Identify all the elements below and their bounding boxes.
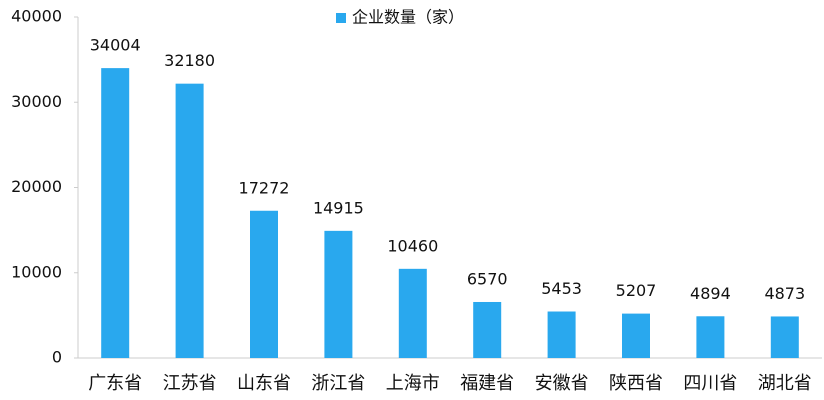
- x-tick-label: 浙江省: [311, 373, 365, 394]
- x-tick-label: 湖北省: [758, 373, 812, 394]
- value-label: 4894: [690, 284, 731, 303]
- x-tick-label: 上海市: [386, 373, 440, 394]
- value-label: 6570: [467, 269, 508, 288]
- bar: [324, 230, 353, 358]
- x-tick-label: 山东省: [237, 373, 291, 394]
- bar: [696, 316, 725, 358]
- value-label: 14915: [313, 198, 364, 217]
- legend-swatch: [336, 13, 346, 23]
- value-label: 32180: [164, 51, 215, 70]
- x-tick-label: 江苏省: [163, 373, 217, 394]
- x-tick-label: 陕西省: [609, 373, 663, 394]
- y-tick-label: 20000: [11, 177, 62, 196]
- bar: [622, 313, 650, 358]
- x-tick-label: 安徽省: [535, 373, 589, 394]
- bar: [250, 210, 278, 358]
- y-tick-label: 40000: [11, 7, 62, 26]
- value-label: 34004: [90, 36, 141, 55]
- legend-label: 企业数量（家）: [352, 8, 464, 27]
- y-tick-label: 30000: [11, 92, 62, 111]
- value-label: 10460: [387, 236, 438, 255]
- y-tick-label: 0: [52, 348, 62, 367]
- bar: [547, 311, 576, 358]
- x-tick-label: 广东省: [88, 373, 142, 394]
- value-label: 5453: [541, 279, 582, 298]
- bar: [175, 83, 204, 358]
- y-tick-label: 10000: [11, 262, 62, 281]
- value-label: 5207: [616, 281, 657, 300]
- bar: [770, 316, 799, 358]
- x-tick-label: 福建省: [460, 373, 514, 394]
- bar: [101, 68, 130, 358]
- bar: [398, 268, 427, 358]
- value-label: 17272: [239, 178, 290, 197]
- bar: [473, 301, 502, 358]
- value-label: 4873: [764, 284, 805, 303]
- x-tick-label: 四川省: [683, 373, 737, 394]
